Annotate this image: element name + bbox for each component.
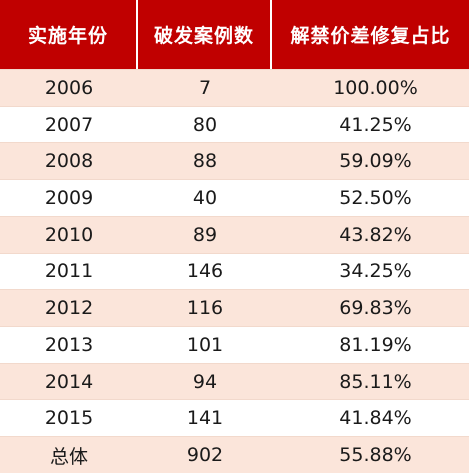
cell-ratio: 41.84% [339,407,412,430]
cell-count: 80 [192,113,218,136]
table-row: 总体 902 55.88% [0,436,469,473]
cell-ratio: 100.00% [333,76,418,99]
cell-year: 2015 [44,407,94,430]
cell-count: 141 [186,407,224,430]
cell-year: 2006 [44,76,94,99]
header-count: 破发案例数 [138,0,272,69]
cell-count: 7 [198,76,212,99]
table-row: 2009 40 52.50% [0,179,469,216]
table-row: 2010 89 43.82% [0,215,469,253]
table-row: 2011 146 34.25% [0,252,469,290]
cell-year: 2012 [44,297,94,320]
table-header: 实施年份 破发案例数 解禁价差修复占比 [0,0,469,69]
cell-ratio: 81.19% [339,333,412,356]
cell-ratio: 34.25% [339,260,412,283]
table-row: 2012 116 69.83% [0,289,469,327]
cell-count: 902 [186,444,224,467]
cell-ratio: 85.11% [339,370,412,393]
cell-count: 89 [192,223,218,246]
cell-ratio: 69.83% [339,297,412,320]
cell-year: 2013 [44,333,94,356]
cell-count: 40 [192,187,218,210]
cell-count: 146 [186,260,224,283]
cell-year: 2007 [44,113,94,136]
table-row: 2007 80 41.25% [0,105,469,143]
cell-year: 2014 [44,370,94,393]
table-row: 2008 88 59.09% [0,142,469,180]
cell-count: 94 [192,370,218,393]
header-year: 实施年份 [0,0,138,69]
cell-ratio: 59.09% [339,150,412,173]
cell-ratio: 55.88% [339,444,412,467]
cell-ratio: 41.25% [339,113,412,136]
cell-year: 2011 [44,260,94,283]
cell-year: 2009 [44,187,94,210]
cell-ratio: 52.50% [339,187,412,210]
cell-count: 88 [192,150,218,173]
cell-year: 2008 [44,150,94,173]
header-ratio: 解禁价差修复占比 [290,25,451,47]
cell-ratio: 43.82% [339,223,412,246]
table-row: 2015 141 41.84% [0,399,469,437]
cell-year: 2010 [44,223,94,246]
cell-year: 总体 [49,445,88,468]
table-row: 2006 7 100.00% [0,69,469,106]
table-row: 2014 94 85.11% [0,362,469,400]
table-body: 2006 7 100.00% 2007 80 41.25% 2008 88 59.09% 2009… [0,69,469,473]
cell-count: 116 [186,297,224,320]
table-row: 2013 101 81.19% [0,326,469,363]
cell-count: 101 [186,333,224,356]
